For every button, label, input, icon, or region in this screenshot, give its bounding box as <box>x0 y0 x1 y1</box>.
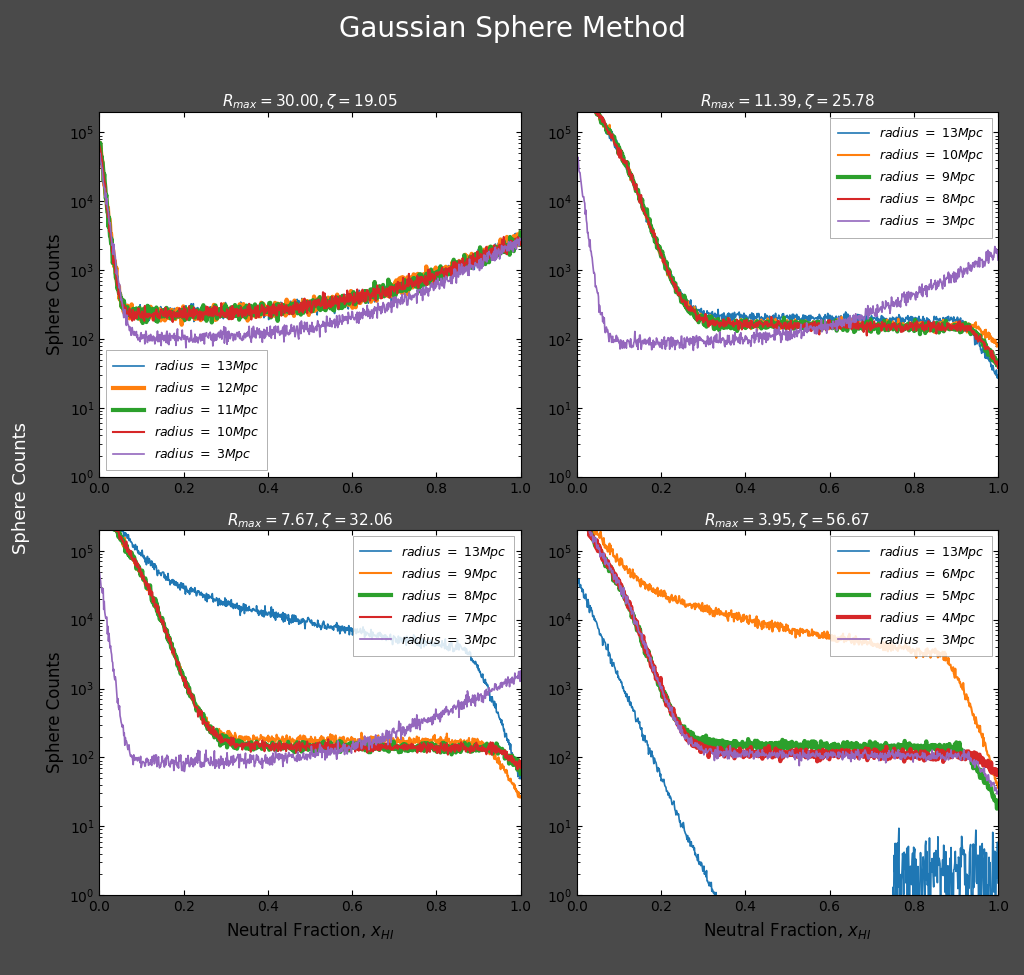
Legend: $\mathit{radius\ =\ 13Mpc}$, $\mathit{radius\ =\ 6Mpc}$, $\mathit{radius\ =\ 5Mp: $\mathit{radius\ =\ 13Mpc}$, $\mathit{ra… <box>830 536 992 656</box>
Y-axis label: Sphere Counts: Sphere Counts <box>46 233 63 355</box>
Title: $R_{max} = 3.95, \zeta = 56.67$: $R_{max} = 3.95, \zeta = 56.67$ <box>705 511 870 529</box>
Legend: $\mathit{radius\ =\ 13Mpc}$, $\mathit{radius\ =\ 9Mpc}$, $\mathit{radius\ =\ 8Mp: $\mathit{radius\ =\ 13Mpc}$, $\mathit{ra… <box>352 536 514 656</box>
X-axis label: Neutral Fraction, $x_{HI}$: Neutral Fraction, $x_{HI}$ <box>703 919 871 941</box>
Title: $R_{max} = 7.67, \zeta = 32.06$: $R_{max} = 7.67, \zeta = 32.06$ <box>226 511 393 529</box>
Text: Gaussian Sphere Method: Gaussian Sphere Method <box>339 15 685 43</box>
Text: Sphere Counts: Sphere Counts <box>12 421 31 554</box>
X-axis label: Neutral Fraction, $x_{HI}$: Neutral Fraction, $x_{HI}$ <box>226 919 394 941</box>
Legend: $\mathit{radius\ =\ 13Mpc}$, $\mathit{radius\ =\ 12Mpc}$, $\mathit{radius\ =\ 11: $\mathit{radius\ =\ 13Mpc}$, $\mathit{ra… <box>105 350 267 470</box>
Legend: $\mathit{radius\ =\ 13Mpc}$, $\mathit{radius\ =\ 10Mpc}$, $\mathit{radius\ =\ 9M: $\mathit{radius\ =\ 13Mpc}$, $\mathit{ra… <box>830 118 992 238</box>
Y-axis label: Sphere Counts: Sphere Counts <box>46 651 63 773</box>
Title: $R_{max} = 11.39, \zeta = 25.78$: $R_{max} = 11.39, \zeta = 25.78$ <box>700 92 874 111</box>
Title: $R_{max} = 30.00, \zeta = 19.05$: $R_{max} = 30.00, \zeta = 19.05$ <box>222 92 398 111</box>
